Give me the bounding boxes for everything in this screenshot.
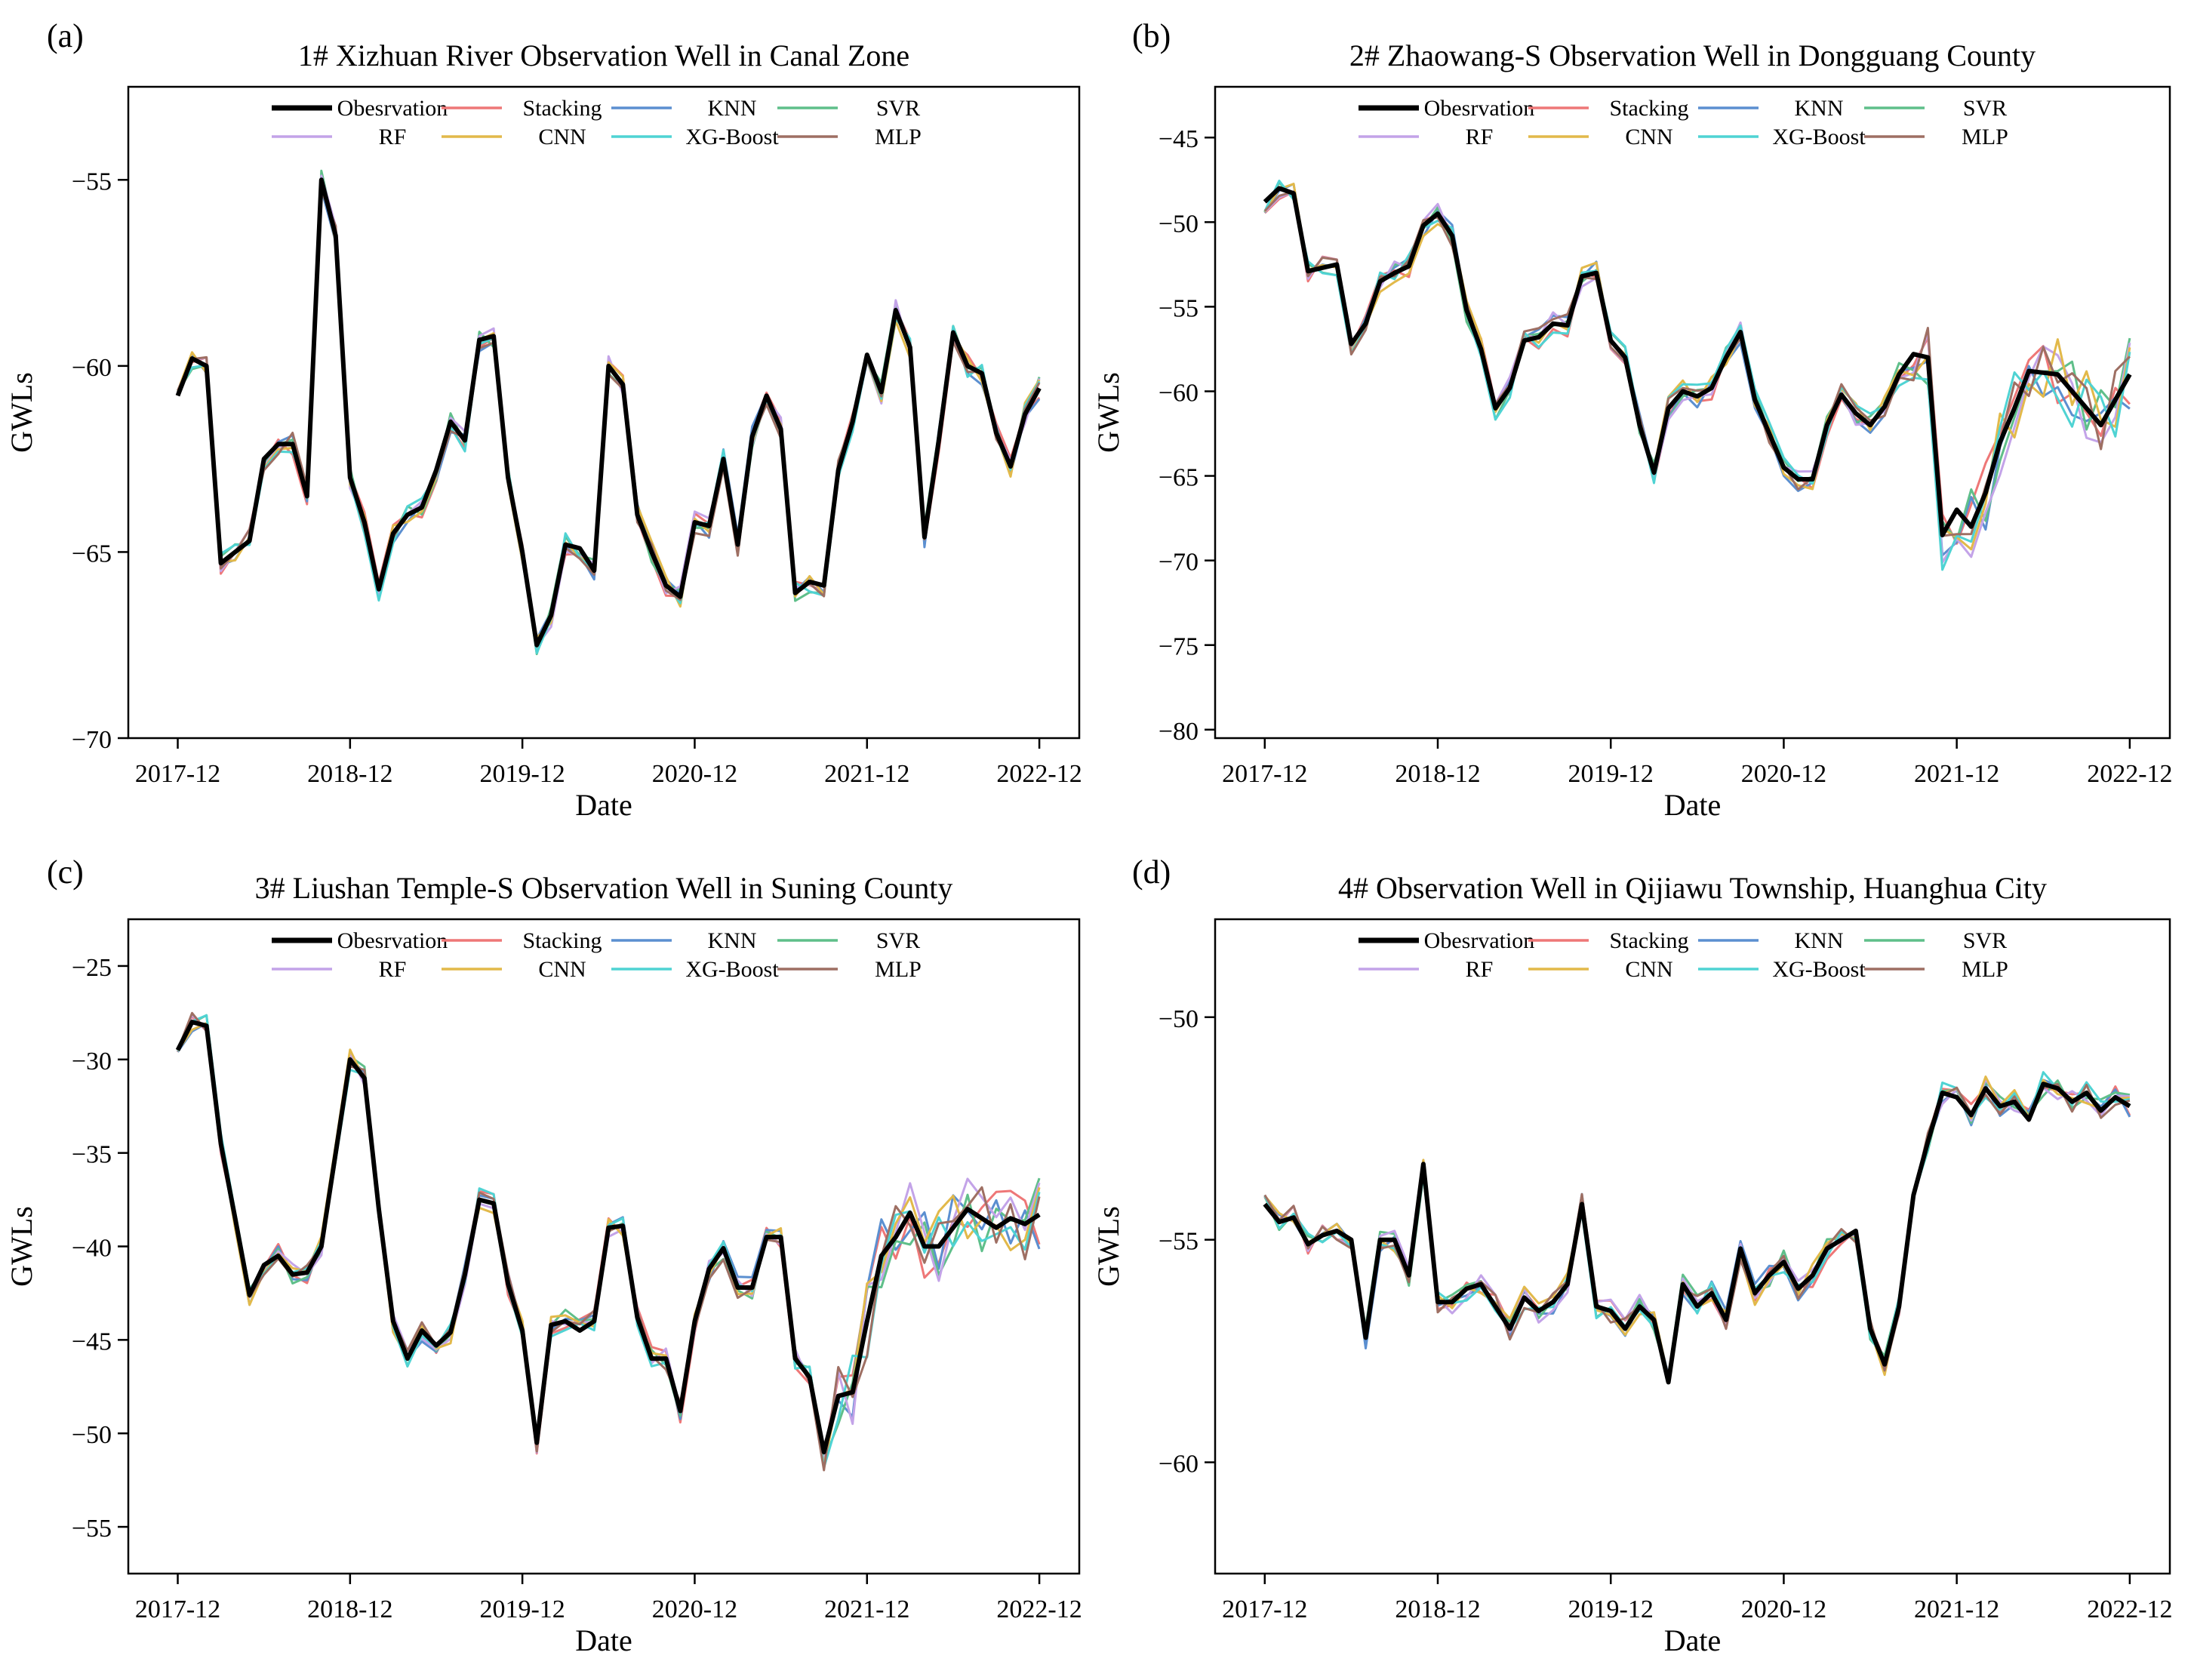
y-tick-label: −55 <box>72 168 112 195</box>
legend-label: CNN <box>1625 957 1672 982</box>
x-axis-label: Date <box>575 788 632 822</box>
y-tick-label: −30 <box>72 1048 112 1075</box>
y-tick-label: −70 <box>1159 549 1199 577</box>
legend-label: RF <box>1466 125 1494 149</box>
x-tick-label: 2022-12 <box>2087 760 2172 788</box>
panel-label: (b) <box>1132 17 1171 54</box>
y-axis-label: GWLs <box>1091 372 1125 453</box>
y-tick-label: −25 <box>72 954 112 982</box>
chart-title: 2# Zhaowang-S Observation Well in Donggu… <box>1349 38 2036 72</box>
legend-label: SVR <box>876 928 920 953</box>
y-tick-label: −50 <box>1159 1005 1199 1033</box>
legend-label: MLP <box>1962 957 2008 982</box>
y-tick-label: −40 <box>72 1235 112 1263</box>
y-tick-label: −70 <box>72 726 112 754</box>
legend-label: CNN <box>1625 125 1672 149</box>
y-tick-label: −55 <box>72 1515 112 1543</box>
y-tick-label: −60 <box>1159 1451 1199 1478</box>
y-tick-label: −50 <box>72 1421 112 1449</box>
legend-label: Obesrvation <box>337 928 448 953</box>
x-axis-label: Date <box>1664 1623 1722 1657</box>
legend-label: SVR <box>1963 928 2007 953</box>
legend-label: Obesrvation <box>1424 96 1535 121</box>
x-tick-label: 2022-12 <box>996 1595 1082 1623</box>
x-tick-label: 2017-12 <box>1222 760 1307 788</box>
x-tick-label: 2021-12 <box>824 760 909 788</box>
legend-label: XG-Boost <box>1772 125 1866 149</box>
x-tick-label: 2019-12 <box>479 1595 565 1623</box>
x-tick-label: 2018-12 <box>1395 760 1480 788</box>
figure-canvas: (a) 1# Xizhuan River Observation Well in … <box>0 0 2194 1676</box>
x-tick-label: 2020-12 <box>1741 1595 1826 1623</box>
x-tick-label: 2019-12 <box>1568 1595 1654 1623</box>
legend-label: XG-Boost <box>685 125 779 149</box>
legend-label: CNN <box>538 957 586 982</box>
panel-label: (a) <box>47 17 84 54</box>
legend-label: MLP <box>875 125 922 149</box>
legend-label: Stacking <box>523 96 602 121</box>
chart-title: 3# Liushan Temple-S Observation Well in … <box>255 871 953 905</box>
chart-title: 1# Xizhuan River Observation Well in Can… <box>298 38 909 72</box>
x-tick-label: 2019-12 <box>1568 760 1654 788</box>
y-tick-label: −75 <box>1159 633 1199 661</box>
x-tick-label: 2017-12 <box>135 760 220 788</box>
legend-label: MLP <box>875 957 922 982</box>
x-tick-label: 2017-12 <box>1222 1595 1307 1623</box>
x-tick-label: 2019-12 <box>479 760 565 788</box>
x-tick-label: 2020-12 <box>1741 760 1826 788</box>
y-tick-label: −35 <box>72 1141 112 1169</box>
legend-label: RF <box>379 957 407 982</box>
x-tick-label: 2022-12 <box>996 760 1082 788</box>
legend-label: RF <box>379 125 407 149</box>
legend-label: Obesrvation <box>337 96 448 121</box>
y-axis-label: GWLs <box>5 372 38 453</box>
x-tick-label: 2017-12 <box>135 1595 220 1623</box>
x-axis-label: Date <box>575 1623 632 1657</box>
y-tick-label: −65 <box>1159 464 1199 492</box>
x-tick-label: 2022-12 <box>2087 1595 2172 1623</box>
y-tick-label: −55 <box>1159 294 1199 322</box>
y-tick-label: −45 <box>72 1328 112 1355</box>
x-axis-label: Date <box>1664 788 1722 822</box>
y-tick-label: −55 <box>1159 1228 1199 1256</box>
x-tick-label: 2018-12 <box>1395 1595 1480 1623</box>
figure-svg: (a) 1# Xizhuan River Observation Well in … <box>0 0 2194 1676</box>
y-tick-label: −60 <box>1159 379 1199 407</box>
legend-label: RF <box>1466 957 1494 982</box>
legend-label: KNN <box>708 96 757 121</box>
x-tick-label: 2021-12 <box>824 1595 909 1623</box>
legend-label: XG-Boost <box>685 957 779 982</box>
y-axis-label: GWLs <box>1091 1206 1125 1287</box>
legend-label: Stacking <box>1610 928 1689 953</box>
y-tick-label: −80 <box>1159 718 1199 746</box>
legend-label: KNN <box>1795 96 1844 121</box>
figure-background <box>0 0 2194 1676</box>
legend-label: XG-Boost <box>1772 957 1866 982</box>
x-tick-label: 2018-12 <box>307 760 392 788</box>
x-tick-label: 2020-12 <box>652 760 737 788</box>
legend-label: Stacking <box>1610 96 1689 121</box>
y-axis-label: GWLs <box>5 1206 38 1287</box>
panel-label: (d) <box>1132 854 1171 891</box>
chart-title: 4# Observation Well in Qijiawu Township,… <box>1338 871 2047 905</box>
y-tick-label: −45 <box>1159 125 1199 153</box>
legend-label: SVR <box>1963 96 2007 121</box>
y-tick-label: −60 <box>72 354 112 382</box>
x-tick-label: 2020-12 <box>652 1595 737 1623</box>
legend-label: Stacking <box>523 928 602 953</box>
panel-label: (c) <box>47 854 84 891</box>
legend-label: KNN <box>708 928 757 953</box>
x-tick-label: 2021-12 <box>1914 760 1999 788</box>
legend-label: MLP <box>1962 125 2008 149</box>
y-tick-label: −50 <box>1159 210 1199 238</box>
legend-label: Obesrvation <box>1424 928 1535 953</box>
y-tick-label: −65 <box>72 540 112 568</box>
x-tick-label: 2021-12 <box>1914 1595 1999 1623</box>
legend-label: SVR <box>876 96 920 121</box>
legend-label: CNN <box>538 125 586 149</box>
x-tick-label: 2018-12 <box>307 1595 392 1623</box>
legend-label: KNN <box>1795 928 1844 953</box>
